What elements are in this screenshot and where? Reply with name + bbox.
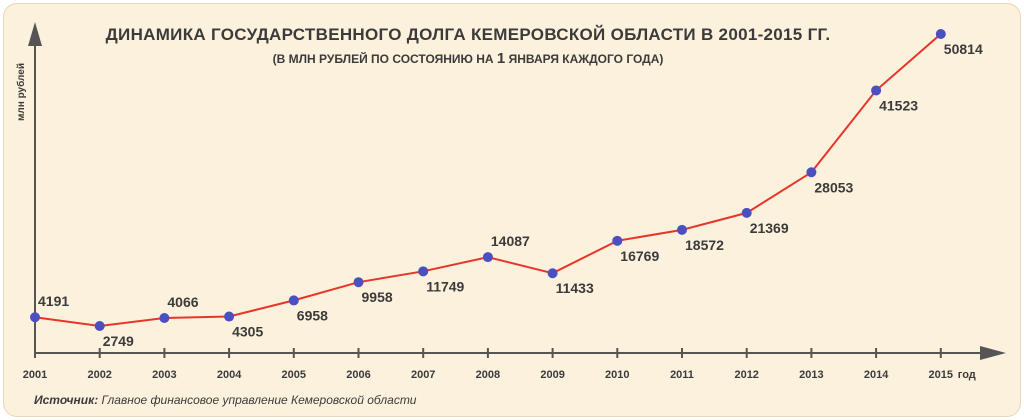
data-point: [353, 277, 364, 288]
chart-title: ДИНАМИКА ГОСУДАРСТВЕННОГО ДОЛГА КЕМЕРОВС…: [106, 25, 831, 44]
data-point: [224, 311, 235, 322]
data-point: [30, 312, 40, 323]
x-tick-label: 2012: [734, 369, 758, 381]
data-label: 50814: [944, 41, 983, 57]
x-tick-label: 2001: [23, 369, 47, 381]
y-axis-arrow: [28, 22, 42, 46]
source-note: Источник: Главное финансовое управление …: [34, 393, 416, 407]
chart-panel: [3, 3, 1021, 417]
x-tick-label: 2007: [411, 369, 435, 381]
data-point: [806, 167, 817, 178]
x-tick-label: 2003: [152, 369, 176, 381]
x-ticks: 2001 2002 2003 2004 2005 2006 2007 2008 2009 2010…: [23, 348, 953, 381]
data-label: 14087: [491, 233, 530, 249]
subtitle-post: ЯНВАРЯ КАЖДОГО ГОДА): [505, 52, 663, 66]
data-label: 4191: [38, 293, 69, 309]
x-tick-label: 2015: [929, 369, 953, 381]
data-point: [288, 295, 299, 306]
data-label: 18572: [685, 237, 724, 253]
data-label: 16769: [620, 248, 659, 264]
data-point: [677, 224, 687, 235]
data-point: [741, 207, 752, 218]
data-label: 11433: [556, 280, 594, 296]
series-line: [34, 33, 942, 328]
y-axis-label: млн рублей: [15, 63, 27, 121]
data-points: [30, 29, 946, 331]
x-tick-label: 2006: [346, 369, 370, 381]
data-labels: 4191 2749 4066 4305 6958 9958 11749 14087 11433 1…: [38, 41, 983, 349]
data-point: [871, 85, 882, 96]
data-point: [418, 266, 429, 277]
x-tick-label: 2014: [864, 369, 889, 381]
subtitle-pre: (В МЛН РУБЛЕЙ ПО СОСТОЯНИЮ НА: [273, 51, 497, 66]
data-point: [159, 312, 170, 323]
data-point: [547, 268, 558, 279]
source-text: Главное финансовое управление Кемеровско…: [98, 393, 417, 407]
data-label: 2749: [103, 333, 134, 349]
data-point: [94, 321, 105, 331]
data-label: 11749: [426, 278, 464, 294]
x-tick-label: 2004: [217, 369, 242, 381]
data-label: 28053: [814, 179, 853, 195]
x-tick-label: 2013: [799, 369, 823, 381]
axes: [28, 22, 1006, 360]
chart-subtitle: (В МЛН РУБЛЕЙ ПО СОСТОЯНИЮ НА 1 ЯНВАРЯ К…: [273, 50, 664, 67]
data-point: [612, 235, 623, 246]
source-label: Источник:: [34, 393, 99, 407]
x-tick-label: 2002: [87, 369, 111, 381]
x-tick-label: 2010: [605, 369, 629, 381]
data-label: 41523: [879, 97, 918, 113]
x-axis-arrow: [980, 346, 1006, 360]
x-tick-label: 2008: [476, 369, 500, 381]
data-point: [482, 252, 493, 263]
x-tick-label: 2009: [540, 369, 564, 381]
data-label: 4305: [232, 324, 263, 340]
data-label: 9958: [362, 289, 393, 305]
data-label: 6958: [297, 307, 328, 323]
x-tick-label: 2011: [670, 369, 694, 381]
data-label: 4066: [167, 294, 198, 310]
x-axis-unit: год: [958, 369, 976, 381]
subtitle-number: 1: [497, 50, 505, 67]
data-label: 21369: [750, 220, 789, 236]
series-line-group: [34, 33, 942, 328]
x-tick-label: 2005: [282, 369, 306, 381]
data-point: [935, 29, 946, 39]
